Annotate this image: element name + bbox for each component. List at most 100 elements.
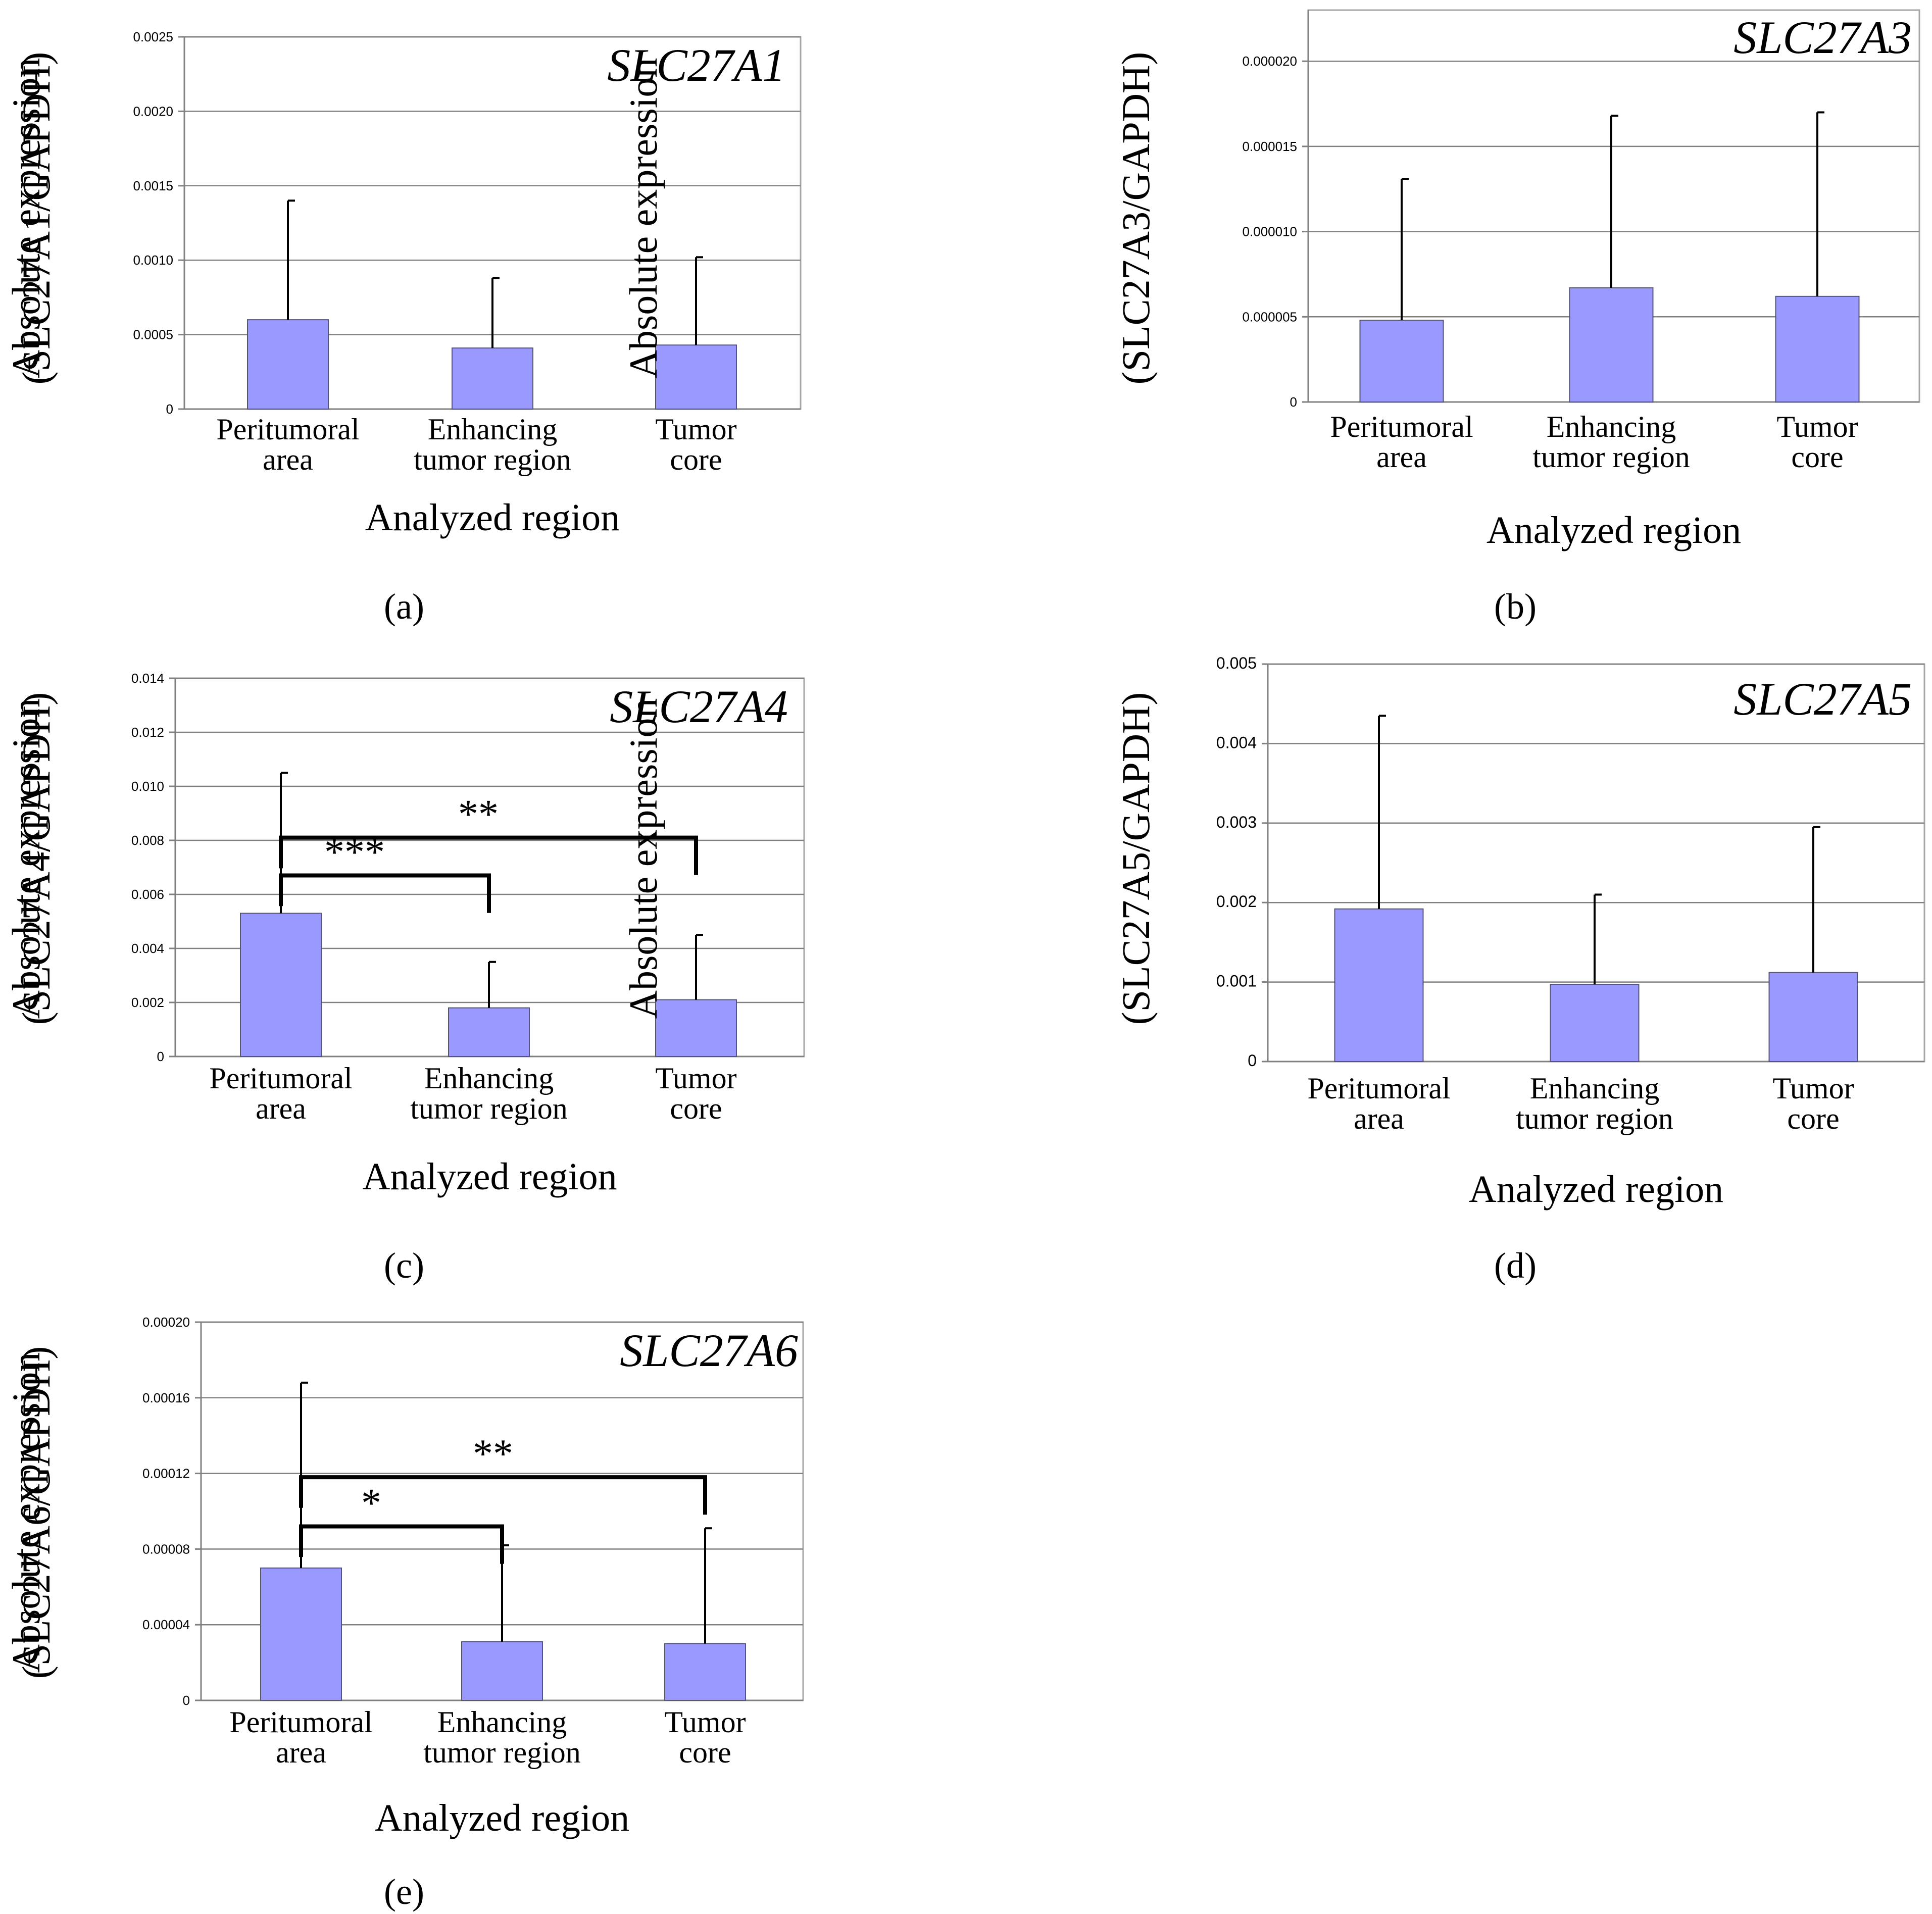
y-tick-label: 0.004 [131,941,164,956]
category-label-line2: area [1376,440,1427,474]
significance-bracket [299,1524,504,1564]
bar-3 [1775,295,1860,402]
bar-2 [461,1641,543,1701]
gene-title: SLC27A5 [1733,673,1912,725]
bar-1 [1359,320,1444,403]
y-tick-label: 0 [183,1693,190,1708]
panel-label: (b) [1494,586,1537,627]
category-label-line2: tumor region [414,443,571,476]
category-label-line2: tumor region [423,1736,581,1769]
significance-stars: ** [458,792,499,837]
y-tick-label: 0 [166,401,173,417]
x-axis-label: Analyzed region [365,496,620,539]
category-label-line2: area [276,1736,326,1769]
y-axis-label-line2: (SLC27A4/GAPDH) [14,692,58,1025]
category-label-line2: tumor region [1516,1102,1673,1135]
y-axis-label-line1: Absolute expression [4,58,48,379]
significance-stars: * [361,1481,381,1525]
y-tick-label: 0.014 [131,671,164,686]
category-label-line1: Tumor [664,1705,746,1739]
category-label-line1: Peritumoral [1330,410,1473,443]
category-label-line1: Enhancing [1547,410,1676,443]
category-label-line2: core [1791,440,1843,474]
category-label-line2: area [1354,1102,1404,1135]
chart-panel-d: 0 0.001 0.002 0.003 0.004 0.005 Peritumoralare… [621,654,1925,1286]
y-tick-label: 0.006 [131,887,164,902]
y-axis-label-line1: Absolute expression [621,698,665,1019]
y-tick-label: 0.00020 [142,1315,190,1330]
y-axis-label-line1: Absolute expression [4,698,48,1019]
y-axis-label-line2: (SLC27A5/GAPDH) [1114,692,1158,1025]
x-axis-label: Analyzed region [362,1155,617,1198]
chart-panel-b: 0 0.000005 0.000010 0.000015 0.000020 Peritum… [621,9,1920,627]
y-tick-label: 0.000015 [1243,139,1297,154]
bar-3 [1768,972,1858,1063]
significance-stars: ** [473,1432,513,1476]
y-tick-label: 0.004 [1216,733,1257,751]
bar-2 [452,347,533,410]
gene-title: SLC27A1 [607,39,785,91]
y-tick-label: 0.0005 [133,327,173,342]
bar-2 [1550,984,1640,1063]
y-tick-label: 0.0025 [133,29,173,44]
y-tick-label: 0 [1290,394,1297,410]
bar-2 [448,1007,530,1057]
y-tick-label: 0.002 [131,995,164,1010]
panel-label: (e) [384,1872,424,1912]
bar-2 [1569,287,1654,402]
bar-1 [240,913,322,1057]
category-label-line1: Peritumoral [1307,1072,1450,1105]
category-label-line1: Enhancing [1530,1072,1660,1105]
chart-panel-a: 0 0.0005 0.0010 0.0015 0.0020 0.0025 Peritumor… [4,29,802,627]
category-label-line2: tumor region [410,1092,568,1125]
chart-panel-e: 0 0.00004 0.00008 0.00012 0.00016 0.00020 Peri… [4,1315,804,1912]
category-label-line1: Enhancing [437,1705,567,1739]
x-axis-label: Analyzed region [1487,509,1741,551]
y-tick-label: 0.008 [131,833,164,848]
y-axis-label-line1: Absolute expression [4,1352,48,1673]
y-axis-label-line1: Absolute expression [621,58,665,379]
significance-bracket [279,835,698,875]
category-label-line1: Tumor [1776,410,1858,443]
significance-bracket [279,873,491,913]
panel-label: (a) [384,586,424,627]
bar-1 [260,1567,342,1701]
y-tick-label: 0.000010 [1243,224,1297,239]
bar-3 [655,999,737,1057]
y-tick-label: 0.0010 [133,253,173,268]
y-tick-label: 0 [157,1049,164,1064]
y-tick-label: 0.002 [1216,892,1257,911]
category-label-line2: core [670,443,722,476]
y-tick-label: 0.0020 [133,104,173,119]
category-label-line1: Tumor [655,413,736,446]
significance-bracket [299,1475,707,1515]
y-tick-label: 0.000005 [1243,309,1297,324]
y-tick-label: 0 [1248,1051,1257,1070]
panel-label: (d) [1494,1245,1537,1286]
y-tick-label: 0.010 [131,779,164,794]
panel-label: (c) [384,1245,424,1286]
y-tick-label: 0.00004 [142,1617,190,1632]
bar-1 [247,319,329,410]
category-label-line2: core [1787,1102,1839,1135]
category-label-line1: Tumor [655,1062,736,1095]
y-axis-label-line2: (SLC27A3/GAPDH) [1114,52,1158,385]
x-axis-label: Analyzed region [375,1797,629,1839]
bar-3 [655,344,737,410]
y-tick-label: 0.012 [131,725,164,740]
category-label-line2: core [670,1092,722,1125]
category-label-line1: Peritumoral [216,413,359,446]
y-tick-label: 0.00008 [142,1541,190,1556]
bar-1 [1334,908,1424,1062]
category-label-line1: Tumor [1772,1072,1854,1105]
category-label-line2: core [679,1736,731,1769]
category-label-line1: Peritumoral [209,1062,352,1095]
category-label-line2: area [263,443,313,476]
bar-3 [664,1643,746,1701]
chart-panel-c: 0 0.002 0.004 0.006 0.008 0.010 0.012 0.014 Peri… [4,671,805,1286]
y-tick-label: 0.0015 [133,178,173,193]
y-tick-label: 0.005 [1216,654,1257,672]
y-axis-label-line2: (SLC27A6/GAPDH) [14,1346,58,1679]
y-tick-label: 0.003 [1216,813,1257,831]
category-label-line2: tumor region [1532,440,1690,474]
